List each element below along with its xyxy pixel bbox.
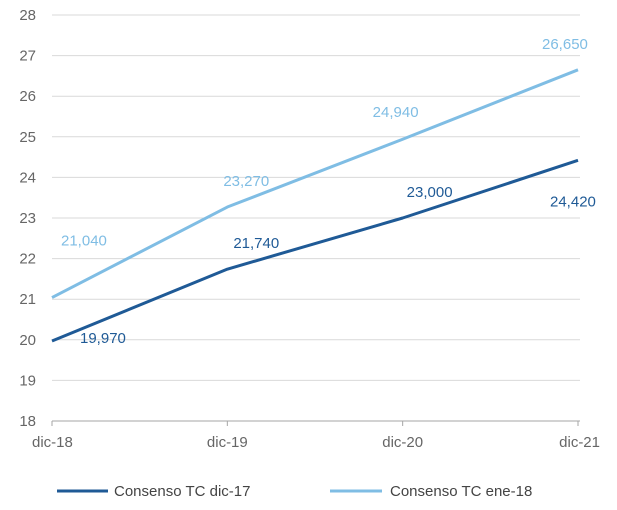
x-tick-label: dic-18 [32,434,73,451]
series-line-2 [51,68,579,299]
series-line-1 [51,158,579,343]
y-tick-label: 20 [19,332,36,349]
data-label: 23,000 [407,184,453,201]
data-label: 24,420 [550,193,596,210]
legend-label-2: Consenso TC ene-18 [390,483,532,500]
legend-label-1: Consenso TC dic-17 [114,483,250,500]
data-label: 21,740 [233,235,279,252]
y-tick-label: 27 [19,48,36,65]
legend: Consenso TC dic-17 Consenso TC ene-18 [57,483,532,500]
axes: 18 19 20 21 22 23 24 25 26 27 28 dic-18 dic-19 dic-20… [19,7,600,451]
x-tick-label: dic-19 [207,434,248,451]
data-label: 19,970 [80,330,126,347]
y-tick-label: 22 [19,251,36,268]
x-tick-label: dic-20 [382,434,423,451]
x-tick-label: dic-21 [559,434,600,451]
data-labels: 19,970 21,740 23,000 24,420 21,040 23,270 24,9… [61,36,596,347]
grid-lines [52,14,580,381]
series-lines [51,68,579,343]
data-label: 23,270 [223,173,269,190]
y-tick-label: 18 [19,413,36,430]
y-tick-label: 28 [19,7,36,24]
y-tick-label: 26 [19,88,36,105]
y-tick-label: 19 [19,372,36,389]
y-tick-label: 21 [19,291,36,308]
y-tick-label: 25 [19,129,36,146]
data-label: 26,650 [542,36,588,53]
data-label: 24,940 [373,104,419,121]
data-label: 21,040 [61,233,107,250]
y-tick-label: 24 [19,169,36,186]
y-tick-label: 23 [19,210,36,227]
